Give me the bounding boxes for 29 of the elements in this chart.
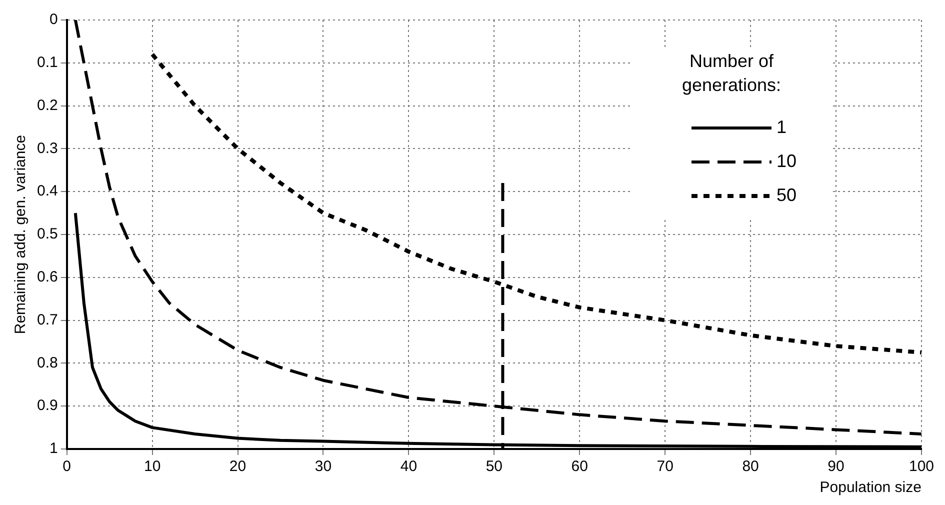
y-tick-label: 0.1 <box>36 54 58 72</box>
y-tick-label: 0.3 <box>36 140 58 157</box>
y-tick-label: 0 <box>50 11 58 28</box>
y-tick-label: 0.6 <box>36 268 58 286</box>
legend-title: Number of generations: <box>682 50 782 95</box>
y-tick-label: 0.8 <box>36 354 58 372</box>
y-axis-title: Remaining add. gen. variance <box>12 134 30 334</box>
y-tick-label: 0.5 <box>36 226 58 243</box>
y-tick-label: 0.7 <box>36 311 58 328</box>
x-tick-label: 50 <box>486 458 503 476</box>
x-tick-label: 40 <box>400 458 418 476</box>
x-tick-label: 30 <box>314 458 332 476</box>
x-tick-label: 0 <box>62 458 72 476</box>
x-tick-label: 100 <box>908 458 934 476</box>
x-tick-label: 90 <box>828 458 844 476</box>
x-tick-label: 60 <box>571 458 588 476</box>
x-tick-label: 80 <box>742 458 759 476</box>
y-tick-label: 0.4 <box>36 182 58 200</box>
y-tick-label: 1 <box>50 440 58 458</box>
legend-label: 10 <box>776 150 797 171</box>
x-axis-title: Population size <box>820 479 922 496</box>
y-tick-label: 0.9 <box>36 397 58 414</box>
legend-label: 1 <box>776 116 786 137</box>
x-tick-label: 10 <box>144 458 161 476</box>
line-series <box>150 52 922 354</box>
legend-label: 50 <box>776 184 797 205</box>
x-tick-label: 20 <box>229 458 246 476</box>
y-tick-label: 0.2 <box>36 96 58 114</box>
x-tick-label: 70 <box>656 458 674 476</box>
